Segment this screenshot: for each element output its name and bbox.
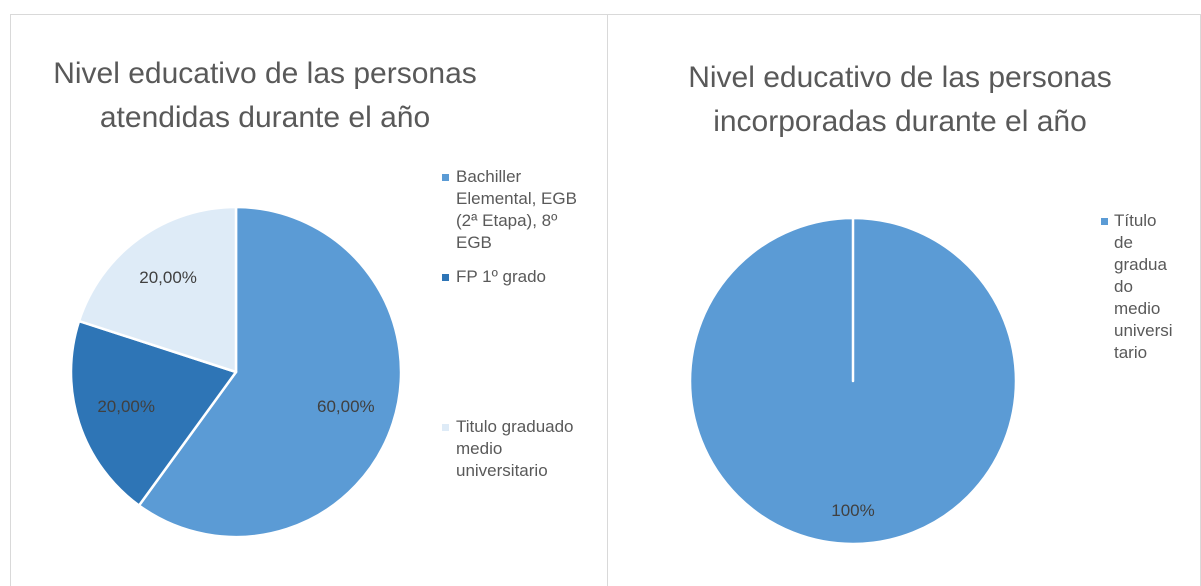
- data-label: 20,00%: [139, 268, 197, 287]
- legend-label: FP 1º grado: [456, 267, 547, 286]
- legend-label: Titulo graduado medio universitario: [456, 417, 574, 480]
- legend-label: Título de graduado medio universitario: [1114, 211, 1173, 362]
- legend-marker: [442, 424, 449, 431]
- legend-marker: [442, 174, 449, 181]
- data-label: 100%: [831, 501, 874, 520]
- data-label: 60,00%: [317, 397, 375, 416]
- data-label: 20,00%: [97, 397, 155, 416]
- pie-slice: [137, 205, 403, 539]
- chart-title: Nivel educativo de las personas atendida…: [53, 57, 477, 134]
- pie-slice: [69, 319, 238, 507]
- pie-slice: [688, 216, 1018, 546]
- legend-marker: [442, 274, 449, 281]
- pie-slice: [77, 205, 238, 374]
- chart-title: Nivel educativo de las personas incorpor…: [688, 61, 1112, 138]
- legend-marker: [1101, 218, 1108, 225]
- legend-label: Bachiller Elemental, EGB (2ª Etapa), 8º …: [456, 167, 577, 252]
